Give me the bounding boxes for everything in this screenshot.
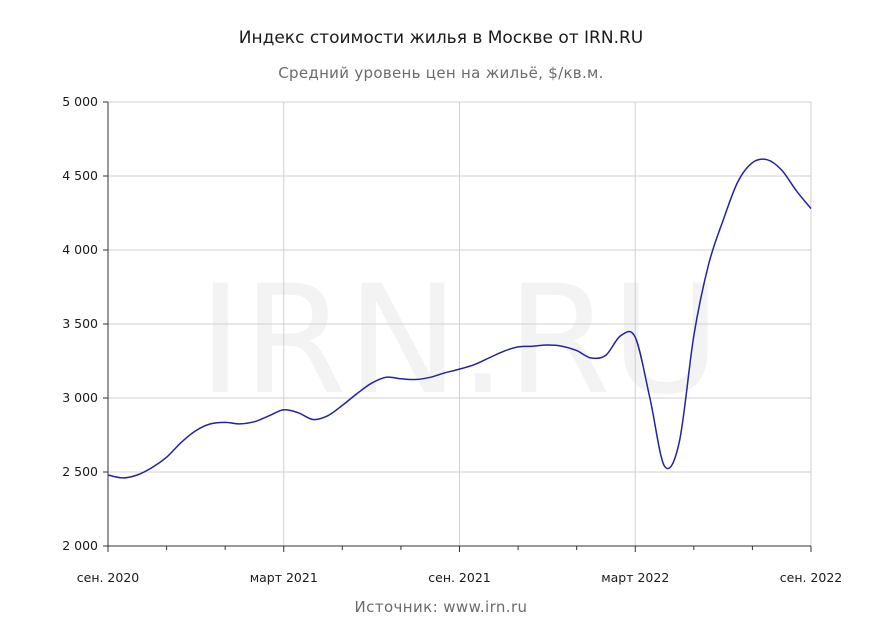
- x-tick-label: сен. 2021: [428, 570, 491, 585]
- x-tick-label: март 2021: [250, 570, 318, 585]
- y-tick-label: 3 000: [62, 390, 98, 405]
- y-tick-label: 5 000: [62, 94, 98, 109]
- y-tick-label: 2 500: [62, 464, 98, 479]
- y-tick-label: 2 000: [62, 538, 98, 553]
- y-tick-label: 4 500: [62, 168, 98, 183]
- chart-source: Источник: www.irn.ru: [354, 598, 528, 616]
- x-tick-label: март 2022: [601, 570, 669, 585]
- chart-subtitle: Средний уровень цен на жильё, $/кв.м.: [278, 64, 604, 82]
- y-tick-label: 3 500: [62, 316, 98, 331]
- x-tick-label: сен. 2022: [780, 570, 843, 585]
- x-tick-label: сен. 2020: [77, 570, 140, 585]
- y-tick-label: 4 000: [62, 242, 98, 257]
- price-index-line: [107, 158, 812, 479]
- chart-title: Индекс стоимости жилья в Москве от IRN.R…: [238, 28, 644, 48]
